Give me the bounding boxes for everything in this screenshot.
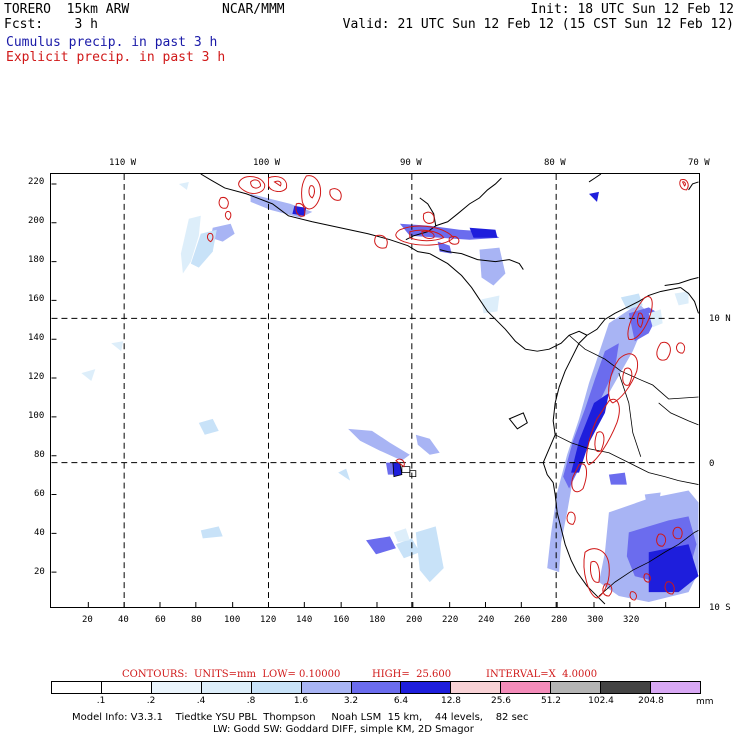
y-tick: 100: [28, 411, 45, 421]
model-info-line2: LW: Godd SW: Goddard DIFF, simple KM, 2D…: [213, 724, 474, 735]
x-tick: 260: [514, 615, 531, 625]
lon-label-80w: 80 W: [544, 158, 566, 168]
x-tick: 60: [155, 615, 166, 625]
x-tick: 20: [82, 615, 93, 625]
y-tick: 60: [34, 489, 45, 499]
y-tick: 220: [28, 177, 45, 187]
y-tick: 80: [34, 450, 45, 460]
lat-label-10s: 10 S: [709, 603, 731, 613]
model-info-line1: Model Info: V3.3.1 Tiedtke YSU PBL Thomp…: [72, 712, 529, 723]
precip-map: [50, 173, 700, 608]
org-label: NCAR/MMM: [222, 2, 285, 17]
x-tick: 200: [406, 615, 423, 625]
legend-unit: mm: [696, 697, 714, 707]
y-tick: 200: [28, 216, 45, 226]
y-tick: 120: [28, 372, 45, 382]
legend-label: 3.2: [343, 696, 359, 706]
legend-label: 12.8: [440, 696, 462, 706]
x-tick: 80: [191, 615, 202, 625]
cumulus-shading: [81, 181, 699, 603]
cumulus-field-label: Cumulus precip. in past 3 h: [6, 35, 218, 50]
coastlines: [200, 174, 699, 605]
contours-units: CONTOURS: UNITS=mm LOW= 0.10000: [122, 669, 341, 680]
legend-swatch: [651, 682, 700, 693]
y-tick: 40: [34, 528, 45, 538]
y-tick: 20: [34, 567, 45, 577]
legend-label: 25.6: [490, 696, 512, 706]
legend-label: .8: [246, 696, 256, 706]
x-tick: 160: [333, 615, 350, 625]
x-tick: 100: [224, 615, 241, 625]
x-tick: 300: [587, 615, 604, 625]
borders: [554, 334, 699, 597]
x-tick: 240: [478, 615, 495, 625]
lat-label-0: 0: [709, 459, 715, 469]
y-tick: 140: [28, 333, 45, 343]
legend-label: .4: [196, 696, 206, 706]
valid-time: Valid: 21 UTC Sun 12 Feb 12 (15 CST Sun …: [342, 17, 734, 32]
legend-label: 6.4: [393, 696, 409, 706]
legend-label: .2: [146, 696, 156, 706]
frame-ticks: [51, 183, 667, 607]
lon-label-90w: 90 W: [400, 158, 422, 168]
galapagos-islands: [392, 458, 417, 478]
legend-label: 102.4: [588, 696, 614, 706]
color-legend-bar: [51, 681, 701, 694]
legend-swatch: [52, 682, 102, 693]
legend-swatch: [551, 682, 602, 693]
lon-label-110w: 110 W: [109, 158, 137, 168]
x-tick: 180: [369, 615, 386, 625]
lon-label-100w: 100 W: [253, 158, 281, 168]
legend-label: 51.2: [540, 696, 562, 706]
legend-swatch: [451, 682, 502, 693]
forecast-hour: Fcst: 3 h: [4, 17, 98, 32]
contours-high: HIGH= 25.600: [372, 669, 452, 680]
legend-swatch: [151, 682, 202, 693]
legend-swatch: [101, 682, 152, 693]
legend-label: 1.6: [293, 696, 309, 706]
explicit-field-label: Explicit precip. in past 3 h: [6, 50, 226, 65]
contours-interval: INTERVAL=X 4.0000: [486, 669, 598, 680]
legend-swatch: [601, 682, 652, 693]
lat-label-10n: 10 N: [709, 314, 731, 324]
explicit-contours: [206, 175, 689, 601]
y-tick: 160: [28, 294, 45, 304]
legend-swatch: [351, 682, 402, 693]
model-title: TORERO 15km ARW: [4, 2, 130, 17]
legend-swatch: [201, 682, 252, 693]
graticule: [51, 174, 699, 607]
y-tick: 180: [28, 255, 45, 265]
legend-swatch: [301, 682, 352, 693]
init-time: Init: 18 UTC Sun 12 Feb 12: [530, 2, 735, 17]
x-tick: 120: [260, 615, 277, 625]
x-tick: 40: [118, 615, 129, 625]
legend-swatch: [251, 682, 302, 693]
x-tick: 280: [551, 615, 568, 625]
x-tick: 140: [296, 615, 313, 625]
legend-label: 204.8: [638, 696, 664, 706]
legend-swatch: [501, 682, 552, 693]
legend-label: .1: [96, 696, 106, 706]
x-tick: 220: [442, 615, 459, 625]
lon-label-70w: 70 W: [688, 158, 710, 168]
x-tick: 320: [623, 615, 640, 625]
legend-swatch: [401, 682, 452, 693]
